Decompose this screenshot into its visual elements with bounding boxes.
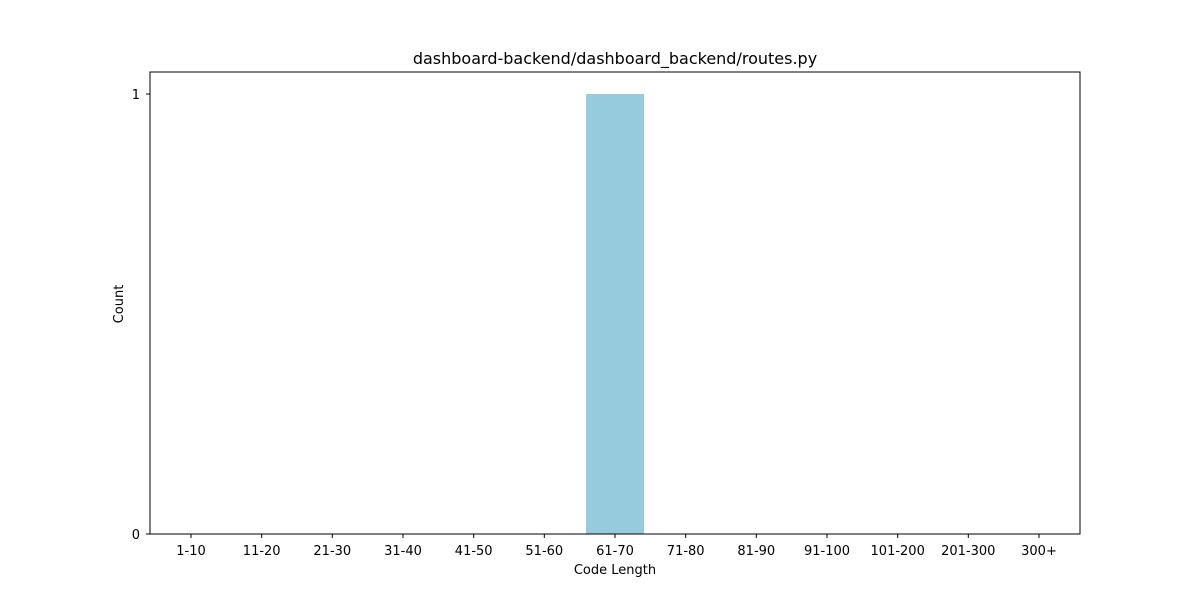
x-tick-label: 101-200	[871, 544, 925, 559]
x-tick-label: 61-70	[596, 544, 634, 559]
y-axis-ticks: 01	[132, 88, 150, 543]
x-tick-label: 31-40	[384, 544, 422, 559]
x-tick-label: 201-300	[941, 544, 995, 559]
y-tick-label: 0	[132, 528, 140, 543]
y-axis-label: Count	[112, 285, 127, 324]
x-tick-label: 1-10	[176, 544, 206, 559]
chart-title: dashboard-backend/dashboard_backend/rout…	[413, 49, 817, 69]
x-tick-label: 51-60	[525, 544, 563, 559]
x-tick-label: 91-100	[804, 544, 850, 559]
x-axis-label: Code Length	[574, 563, 656, 578]
bar-61-70	[586, 94, 644, 534]
plot-frame	[149, 71, 1081, 535]
y-tick-label: 1	[132, 88, 140, 103]
bars-layer	[586, 94, 644, 534]
x-tick-label: 81-90	[737, 544, 775, 559]
x-axis-ticks: 1-10 11-20 21-30 31-40 41-50 51-60 61-70 71-80 8…	[176, 534, 1057, 559]
x-tick-label: 21-30	[313, 544, 351, 559]
x-tick-label: 11-20	[243, 544, 281, 559]
x-tick-label: 41-50	[455, 544, 493, 559]
x-tick-label: 71-80	[667, 544, 705, 559]
x-tick-label: 300+	[1021, 544, 1057, 559]
